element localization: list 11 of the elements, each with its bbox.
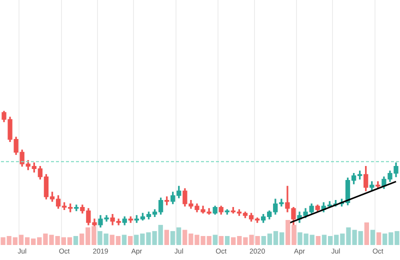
bar — [370, 230, 376, 245]
bar — [316, 236, 321, 245]
bar — [164, 230, 169, 245]
bar — [364, 222, 369, 245]
bar — [73, 236, 78, 245]
bar — [376, 232, 382, 245]
bar — [122, 234, 127, 245]
bar — [218, 236, 224, 245]
bar — [128, 236, 133, 245]
bar — [224, 236, 230, 245]
bar — [212, 234, 218, 245]
